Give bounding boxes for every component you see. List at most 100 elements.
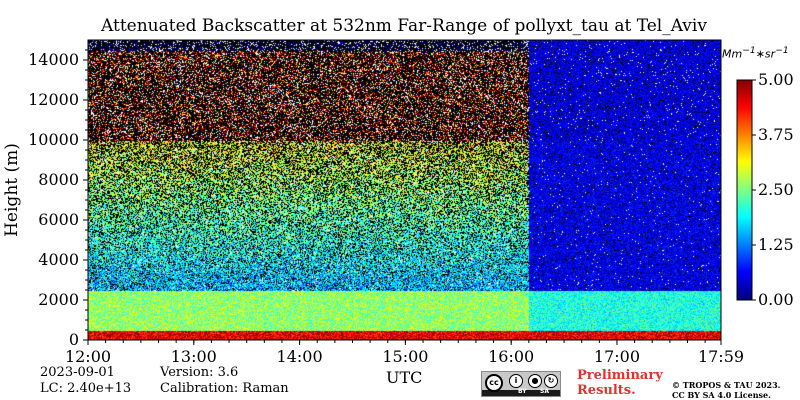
colorbar-segment (737, 291, 752, 294)
by-tag: BY (518, 388, 527, 395)
colorbar-segment (737, 247, 752, 250)
info-middle: Version: 3.6 Calibration: Raman (160, 365, 289, 397)
colorbar-segment (737, 269, 752, 272)
colorbar-segment (737, 97, 752, 101)
colorbar-segment (737, 117, 752, 121)
sa-tag: SA (540, 388, 549, 395)
colorbar-segment (737, 104, 752, 107)
colorbar-segment (737, 165, 752, 169)
colorbar-segment (737, 139, 752, 143)
colorbar-segment (737, 280, 752, 283)
colorbar-segment (737, 102, 752, 105)
preliminary-notice: Preliminary Results. (577, 368, 663, 398)
colorbar-segment (737, 152, 752, 156)
x-tick-label: 15:00 (382, 347, 428, 366)
x-tick-label: 17:00 (594, 347, 640, 366)
colorbar-segment (737, 143, 752, 147)
colorbar-segment (737, 157, 752, 160)
colorbar-segment (737, 273, 752, 277)
colorbar-segment (737, 172, 752, 176)
y-tick-label: 2000 (38, 290, 79, 309)
colorbar-segment (737, 119, 752, 123)
y-tick-label: 10000 (28, 130, 79, 149)
cc-icon: cc (485, 374, 503, 392)
y-tick-label: 14000 (28, 50, 79, 69)
colorbar-segment (737, 170, 752, 173)
colorbar-segment (737, 293, 752, 297)
heatmap-area (88, 40, 721, 340)
colorbar-segment (737, 251, 752, 255)
info-icon: i (509, 374, 523, 388)
cc-license-badge: cc i ● ↻ BY SA (481, 371, 561, 397)
colorbar-segment (737, 295, 752, 299)
y-tick-label: 4000 (38, 250, 79, 269)
colorbar-segment (737, 225, 752, 228)
colorbar-segment (737, 205, 752, 209)
colorbar-tick-label: 0.00 (758, 290, 794, 309)
colorbar-segment (737, 282, 752, 286)
by-icon: ● (528, 374, 542, 388)
colorbar-segment (737, 194, 752, 198)
colorbar-segment (737, 161, 752, 165)
copyright-line1: © TROPOS & TAU 2023. (672, 380, 781, 390)
colorbar-segment (737, 220, 752, 224)
colorbar-segment (737, 271, 752, 275)
colorbar-segment (737, 86, 752, 90)
colorbar-segment (737, 137, 752, 140)
colorbar-segment (737, 150, 752, 154)
colorbar-units: Mm−1∗sr−1 (722, 45, 789, 61)
x-axis: 12:00 13:00 14:00 15:00 16:00 17:00 17:59 (65, 340, 744, 366)
colorbar-segment (737, 209, 752, 213)
colorbar-segment (737, 124, 752, 127)
colorbar-segment (737, 108, 752, 112)
colorbar-segment (737, 289, 752, 292)
y-tick-label: 6000 (38, 210, 79, 229)
colorbar-segment (737, 141, 752, 145)
colorbar-segment (737, 212, 752, 215)
colorbar-segment (737, 181, 752, 184)
chart-title: Attenuated Backscatter at 532nm Far-Rang… (101, 16, 707, 36)
sa-icon: ↻ (544, 374, 558, 388)
colorbar-segment (737, 84, 752, 88)
x-tick-label: 14:00 (277, 347, 323, 366)
colorbar-segment (737, 95, 752, 99)
colorbar-segment (737, 187, 752, 191)
colorbar-segment (737, 82, 752, 85)
colorbar-segment (737, 113, 752, 116)
colorbar-segment (737, 297, 752, 301)
copyright-line2: CC BY SA 4.0 License. (672, 390, 771, 400)
colorbar: 0.00 1.25 2.50 3.75 5.00 (736, 70, 794, 309)
x-tick-label: 12:00 (65, 347, 111, 366)
colorbar-segment (737, 88, 752, 92)
colorbar-segment (737, 240, 752, 244)
colorbar-segment (737, 256, 752, 259)
colorbar-segment (737, 227, 752, 231)
colorbar-segment (737, 238, 752, 242)
colorbar-segment (737, 258, 752, 261)
colorbar-segment (737, 192, 752, 195)
colorbar-tick-label: 2.50 (758, 180, 794, 199)
copyright-notice: © TROPOS & TAU 2023. CC BY SA 4.0 Licens… (672, 380, 780, 400)
colorbar-segment (737, 216, 752, 220)
colorbar-segment (737, 201, 752, 204)
colorbar-segment (737, 185, 752, 189)
colorbar-segment (737, 183, 752, 187)
colorbar-segment (737, 80, 752, 83)
colorbar-segment (737, 253, 752, 257)
colorbar-segment (737, 176, 752, 180)
calibration-text: Calibration: Raman (160, 381, 289, 396)
colorbar-segment (737, 231, 752, 235)
colorbar-segment (737, 146, 752, 149)
colorbar-segment (737, 179, 752, 182)
colorbar-segment (737, 203, 752, 206)
lc-text: LC: 2.40e+13 (40, 381, 132, 396)
y-axis: 0 2000 4000 6000 8000 10000 12000 14000 (28, 49, 88, 349)
heatmap-raster (88, 40, 721, 340)
colorbar-segment (737, 128, 752, 132)
colorbar-segment (737, 260, 752, 264)
colorbar-segment (737, 218, 752, 222)
colorbar-segment (737, 148, 752, 151)
colorbar-segment (737, 115, 752, 118)
colorbar-segment (737, 242, 752, 246)
